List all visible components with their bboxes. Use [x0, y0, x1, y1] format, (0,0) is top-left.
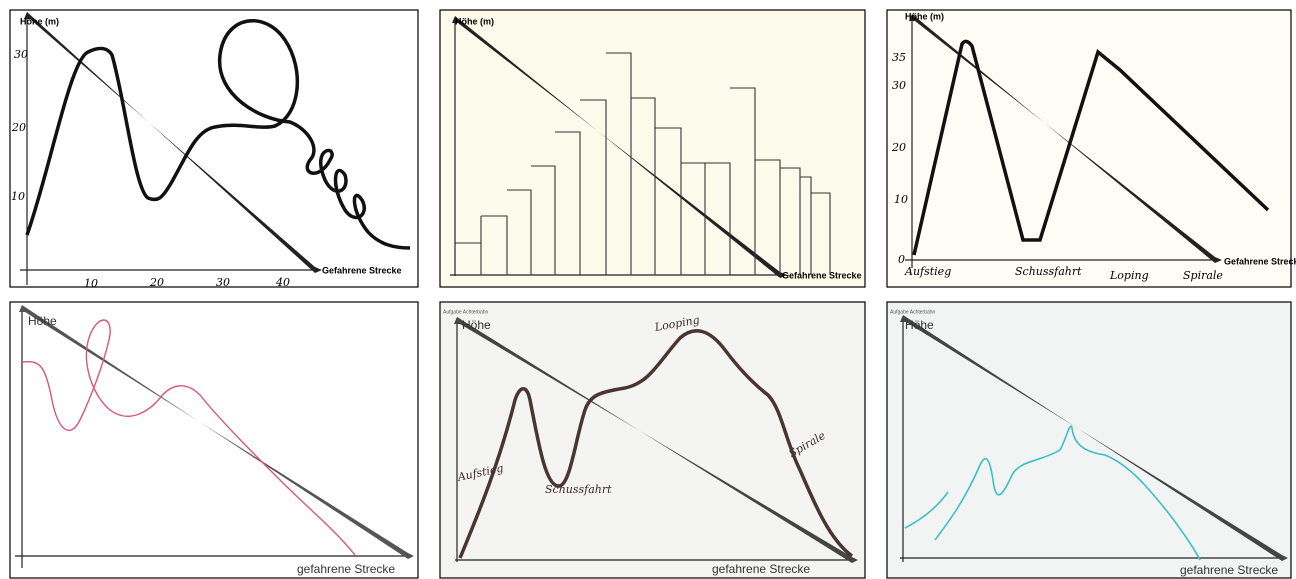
x-label: Gefahrene Strecke	[1224, 256, 1296, 266]
x-tick-label: Schussfahrt	[1015, 265, 1082, 278]
y-label: Höhe	[462, 318, 491, 332]
x-tick-label: 10	[84, 277, 98, 290]
x-tick-label: 30	[216, 276, 230, 289]
panel: Aufgabe Achterbahn Höhe gefahrene Streck…	[887, 302, 1291, 578]
collage: Höhe (m) Gefahrene Strecke 30 20 10 10 2…	[0, 0, 1296, 579]
x-tick-label: Aufstieg	[904, 265, 951, 278]
y-label: Höhe (m)	[455, 16, 494, 26]
y-label: Höhe (m)	[905, 11, 944, 21]
y-tick-label: 20	[891, 141, 906, 154]
frame	[10, 10, 418, 287]
x-tick-label: Loping	[1109, 269, 1149, 282]
frame	[440, 10, 865, 287]
y-tick-label: 10	[11, 190, 25, 203]
panel: Höhe (m) Gefahrene Strecke 30 20 10 10 2…	[10, 10, 418, 290]
caption: Aufgabe Achterbahn	[443, 309, 489, 315]
frame	[887, 10, 1291, 287]
x-tick-label: 40	[275, 276, 290, 289]
x-label: gefahrene Strecke	[297, 562, 395, 576]
caption: Aufgabe Achterbahn	[890, 309, 936, 315]
panel: Höhe gefahrene Strecke	[10, 302, 418, 578]
y-label: Höhe	[905, 318, 934, 332]
panel: Höhe (m) Gefahrene Strecke 35 30 20 10 0…	[887, 10, 1296, 287]
x-label: gefahrene Strecke	[712, 562, 810, 576]
y-label: Höhe (m)	[20, 16, 59, 26]
x-label: Gefahrene Strecke	[322, 265, 402, 275]
x-label: Gefahrene Strecke	[782, 270, 862, 280]
frame	[887, 302, 1291, 578]
panel: Aufgabe Achterbahn Höhe gefahrene Streck…	[440, 302, 865, 578]
y-label: Höhe	[28, 314, 57, 328]
y-tick-label: 20	[11, 121, 26, 134]
y-tick-label: 10	[894, 193, 908, 206]
x-label: gefahrene Strecke	[1180, 563, 1278, 577]
y-tick-label: 30	[14, 48, 28, 61]
x-tick-label: 20	[149, 276, 164, 289]
y-tick-label: 35	[892, 51, 906, 64]
y-tick-label: 0	[898, 253, 905, 266]
panel: Höhe (m) Gefahrene Strecke	[440, 10, 865, 287]
frame	[10, 302, 418, 578]
x-tick-label: Spirale	[1183, 269, 1223, 282]
y-tick-label: 30	[892, 79, 906, 92]
